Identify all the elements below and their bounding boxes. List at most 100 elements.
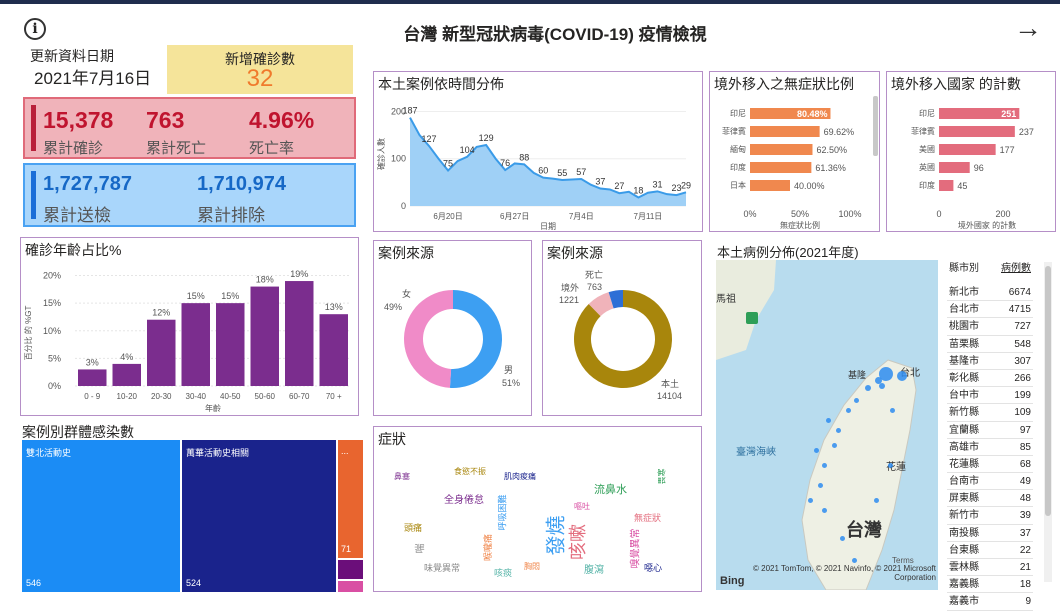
symptom-word[interactable]: 喉嚨痛 — [484, 533, 495, 562]
y-tick-label: 5% — [48, 353, 61, 363]
timeline-panel[interactable]: 本土案例依時間分佈 0 100 200 187 127 75 104 129 76 88 60 55 5… — [373, 71, 703, 232]
table-row[interactable]: 台北市 4715 — [947, 301, 1033, 319]
table-row[interactable]: 高雄市 85 — [947, 439, 1033, 456]
asym-chart[interactable]: 印尼 80.48% 菲律賓 69.62% 緬甸 62.50% 印度 61.36% 日本 40.00… — [710, 72, 881, 233]
treemap-tile-small[interactable] — [338, 560, 363, 579]
county-map[interactable]: 台灣 臺灣海峽 台北 花蓮 馬祖 基隆 Bing Terms © 2021 To… — [716, 260, 938, 590]
col-cases-header[interactable]: 病例數 — [1001, 263, 1031, 274]
table-row[interactable]: 宜蘭縣 97 — [947, 422, 1033, 439]
symptom-word[interactable]: 流鼻水 — [594, 483, 627, 496]
case-dot[interactable] — [835, 427, 841, 433]
case-dot[interactable] — [845, 407, 851, 413]
symptom-word[interactable]: 腹瀉 — [584, 565, 604, 576]
map-terms[interactable]: Terms — [892, 556, 914, 565]
data-label: 29 — [681, 180, 691, 190]
tested-value: 1,727,787 — [43, 173, 132, 195]
symptom-word[interactable]: 嗅覺異常 — [630, 528, 642, 569]
symptom-word[interactable]: 咳痰 — [494, 569, 513, 579]
case-dot[interactable] — [821, 507, 827, 513]
table-row[interactable]: 雲林縣 21 — [947, 559, 1033, 577]
gender-donut[interactable]: 女49% 男 51% — [374, 241, 533, 417]
table-row[interactable]: 台中市 199 — [947, 387, 1033, 405]
symptom-word[interactable]: 嘔吐 — [574, 502, 590, 511]
card-accent-bar — [31, 171, 36, 219]
symptom-word[interactable]: 味覺異常 — [424, 564, 461, 574]
age-panel[interactable]: 確診年齡占比% 0% 5% 10% 15% 20% 3% 0 - 9 4% 10-20 12% 20… — [20, 237, 359, 416]
slice-label: 51% — [502, 378, 520, 388]
source-gender-panel[interactable]: 案例來源 女 49% 男 51% — [373, 240, 532, 416]
table-row[interactable]: 新竹市 39 — [947, 507, 1033, 525]
treemap-tile-shuangbei[interactable]: 雙北活動史 546 — [22, 440, 180, 592]
symptom-word[interactable]: 頭痛 — [404, 524, 423, 534]
data-label: 19% — [290, 269, 308, 279]
table-row[interactable]: 彰化縣 266 — [947, 370, 1033, 388]
info-icon[interactable]: i — [24, 18, 46, 40]
case-dot[interactable] — [873, 497, 879, 503]
table-row[interactable]: 台南市 49 — [947, 473, 1033, 491]
case-dot[interactable] — [825, 417, 831, 423]
cluster-treemap[interactable]: 雙北活動史 546 萬華活動史相關 524 ... 71 — [22, 440, 363, 592]
case-dot[interactable] — [813, 447, 819, 453]
symptom-title: 症狀 — [378, 431, 406, 447]
table-row[interactable]: 屏東縣 48 — [947, 490, 1033, 508]
source-origin-panel[interactable]: 案例來源 死亡 763 境外 1221 本土 14104 — [542, 240, 702, 416]
symptom-word[interactable]: 噁心 — [644, 564, 663, 574]
case-dot[interactable] — [879, 383, 885, 389]
symptom-word[interactable]: 畏寒 — [657, 468, 667, 485]
treemap-tile-other[interactable]: ... 71 — [338, 440, 363, 558]
case-dot[interactable] — [865, 385, 871, 391]
symptom-panel[interactable]: 症狀 發燒 咳嗽 全身倦怠 喉嚨痛 流鼻水 頭痛 肌肉痠痛 嗅覺異常 味覺異常 腹瀉 呼吸困難 無症狀… — [373, 426, 702, 592]
origin-donut[interactable]: 死亡 763 境外 1221 本土 14104 — [543, 241, 703, 417]
asymptomatic-panel[interactable]: 境外移入之無症狀比例 印尼 80.48% 菲律賓 69.62% 緬甸 62.50% 印度 61… — [709, 71, 880, 232]
symptom-word[interactable]: 喘 — [415, 543, 427, 554]
county-table[interactable]: 縣市別 病例數 新北市 6674 台北市 4715 桃園市 727 苗栗縣 548 基隆市 307… — [947, 262, 1033, 611]
next-page-arrow-icon[interactable]: → — [1014, 12, 1042, 43]
symptom-word[interactable]: 鼻塞 — [394, 472, 410, 481]
symptom-word[interactable]: 肌肉痠痛 — [504, 472, 536, 481]
case-dot[interactable] — [821, 462, 827, 468]
case-dot[interactable] — [839, 535, 845, 541]
table-row[interactable]: 新北市 6674 — [947, 284, 1033, 302]
treemap-tile-wanhua[interactable]: 萬華活動史相關 524 — [182, 440, 336, 592]
case-dot[interactable] — [831, 442, 837, 448]
table-row[interactable]: 台東縣 22 — [947, 542, 1033, 559]
summary-tests-card: 1,727,787 累計送檢 1,710,974 累計排除 — [23, 163, 356, 227]
table-row[interactable]: 花蓮縣 68 — [947, 456, 1033, 474]
table-row[interactable]: 桃園市 727 — [947, 318, 1033, 336]
table-row[interactable]: 新竹縣 109 — [947, 404, 1033, 422]
case-dot[interactable] — [889, 407, 895, 413]
county-cases: 199 — [1014, 390, 1031, 402]
symptom-word[interactable]: 呼吸困難 — [498, 494, 509, 531]
bar — [939, 162, 970, 173]
scrollbar-thumb[interactable] — [1045, 266, 1051, 516]
symptom-word[interactable]: 全身倦怠 — [444, 495, 484, 506]
table-row[interactable]: 苗栗縣 548 — [947, 336, 1033, 353]
case-dot[interactable] — [817, 482, 823, 488]
table-row[interactable]: 嘉義縣 18 — [947, 576, 1033, 594]
import-country-panel[interactable]: 境外移入國家 的計數 印尼 251 菲律賓 237 美國 177 英國 96 印度 45 0 200 境… — [886, 71, 1056, 232]
symptom-word[interactable]: 無症狀 — [634, 514, 662, 524]
case-dot[interactable] — [851, 557, 857, 563]
col-county-header[interactable]: 縣市別 — [949, 263, 979, 274]
symptom-wordcloud[interactable]: 發燒 咳嗽 全身倦怠 喉嚨痛 流鼻水 頭痛 肌肉痠痛 嗅覺異常 味覺異常 腹瀉 呼吸困難 無症狀 鼻塞胸… — [384, 451, 694, 591]
x-tick-label: 40-50 — [220, 392, 241, 401]
data-label: 129 — [479, 133, 494, 143]
symptom-word[interactable]: 咳嗽 — [568, 524, 589, 560]
case-dot[interactable] — [879, 367, 893, 381]
map-label-keelung: 基隆 — [848, 370, 867, 380]
symptom-word[interactable]: 食慾不振 — [454, 467, 486, 476]
case-dot[interactable] — [874, 376, 882, 384]
case-dot[interactable] — [853, 397, 859, 403]
treemap-tile-small[interactable] — [338, 581, 363, 592]
case-dot[interactable] — [887, 462, 893, 468]
table-row[interactable]: 基隆市 307 — [947, 353, 1033, 370]
case-dot[interactable] — [807, 497, 813, 503]
age-chart[interactable]: 0% 5% 10% 15% 20% 3% 0 - 9 4% 10-20 12% 20-30 15% 30… — [21, 238, 360, 417]
county-cases: 85 — [1019, 441, 1031, 453]
case-dot[interactable] — [897, 371, 907, 381]
table-row[interactable]: 南投縣 37 — [947, 525, 1033, 542]
symptom-word[interactable]: 胸悶 — [524, 562, 540, 571]
county-cases: 97 — [1019, 424, 1031, 436]
